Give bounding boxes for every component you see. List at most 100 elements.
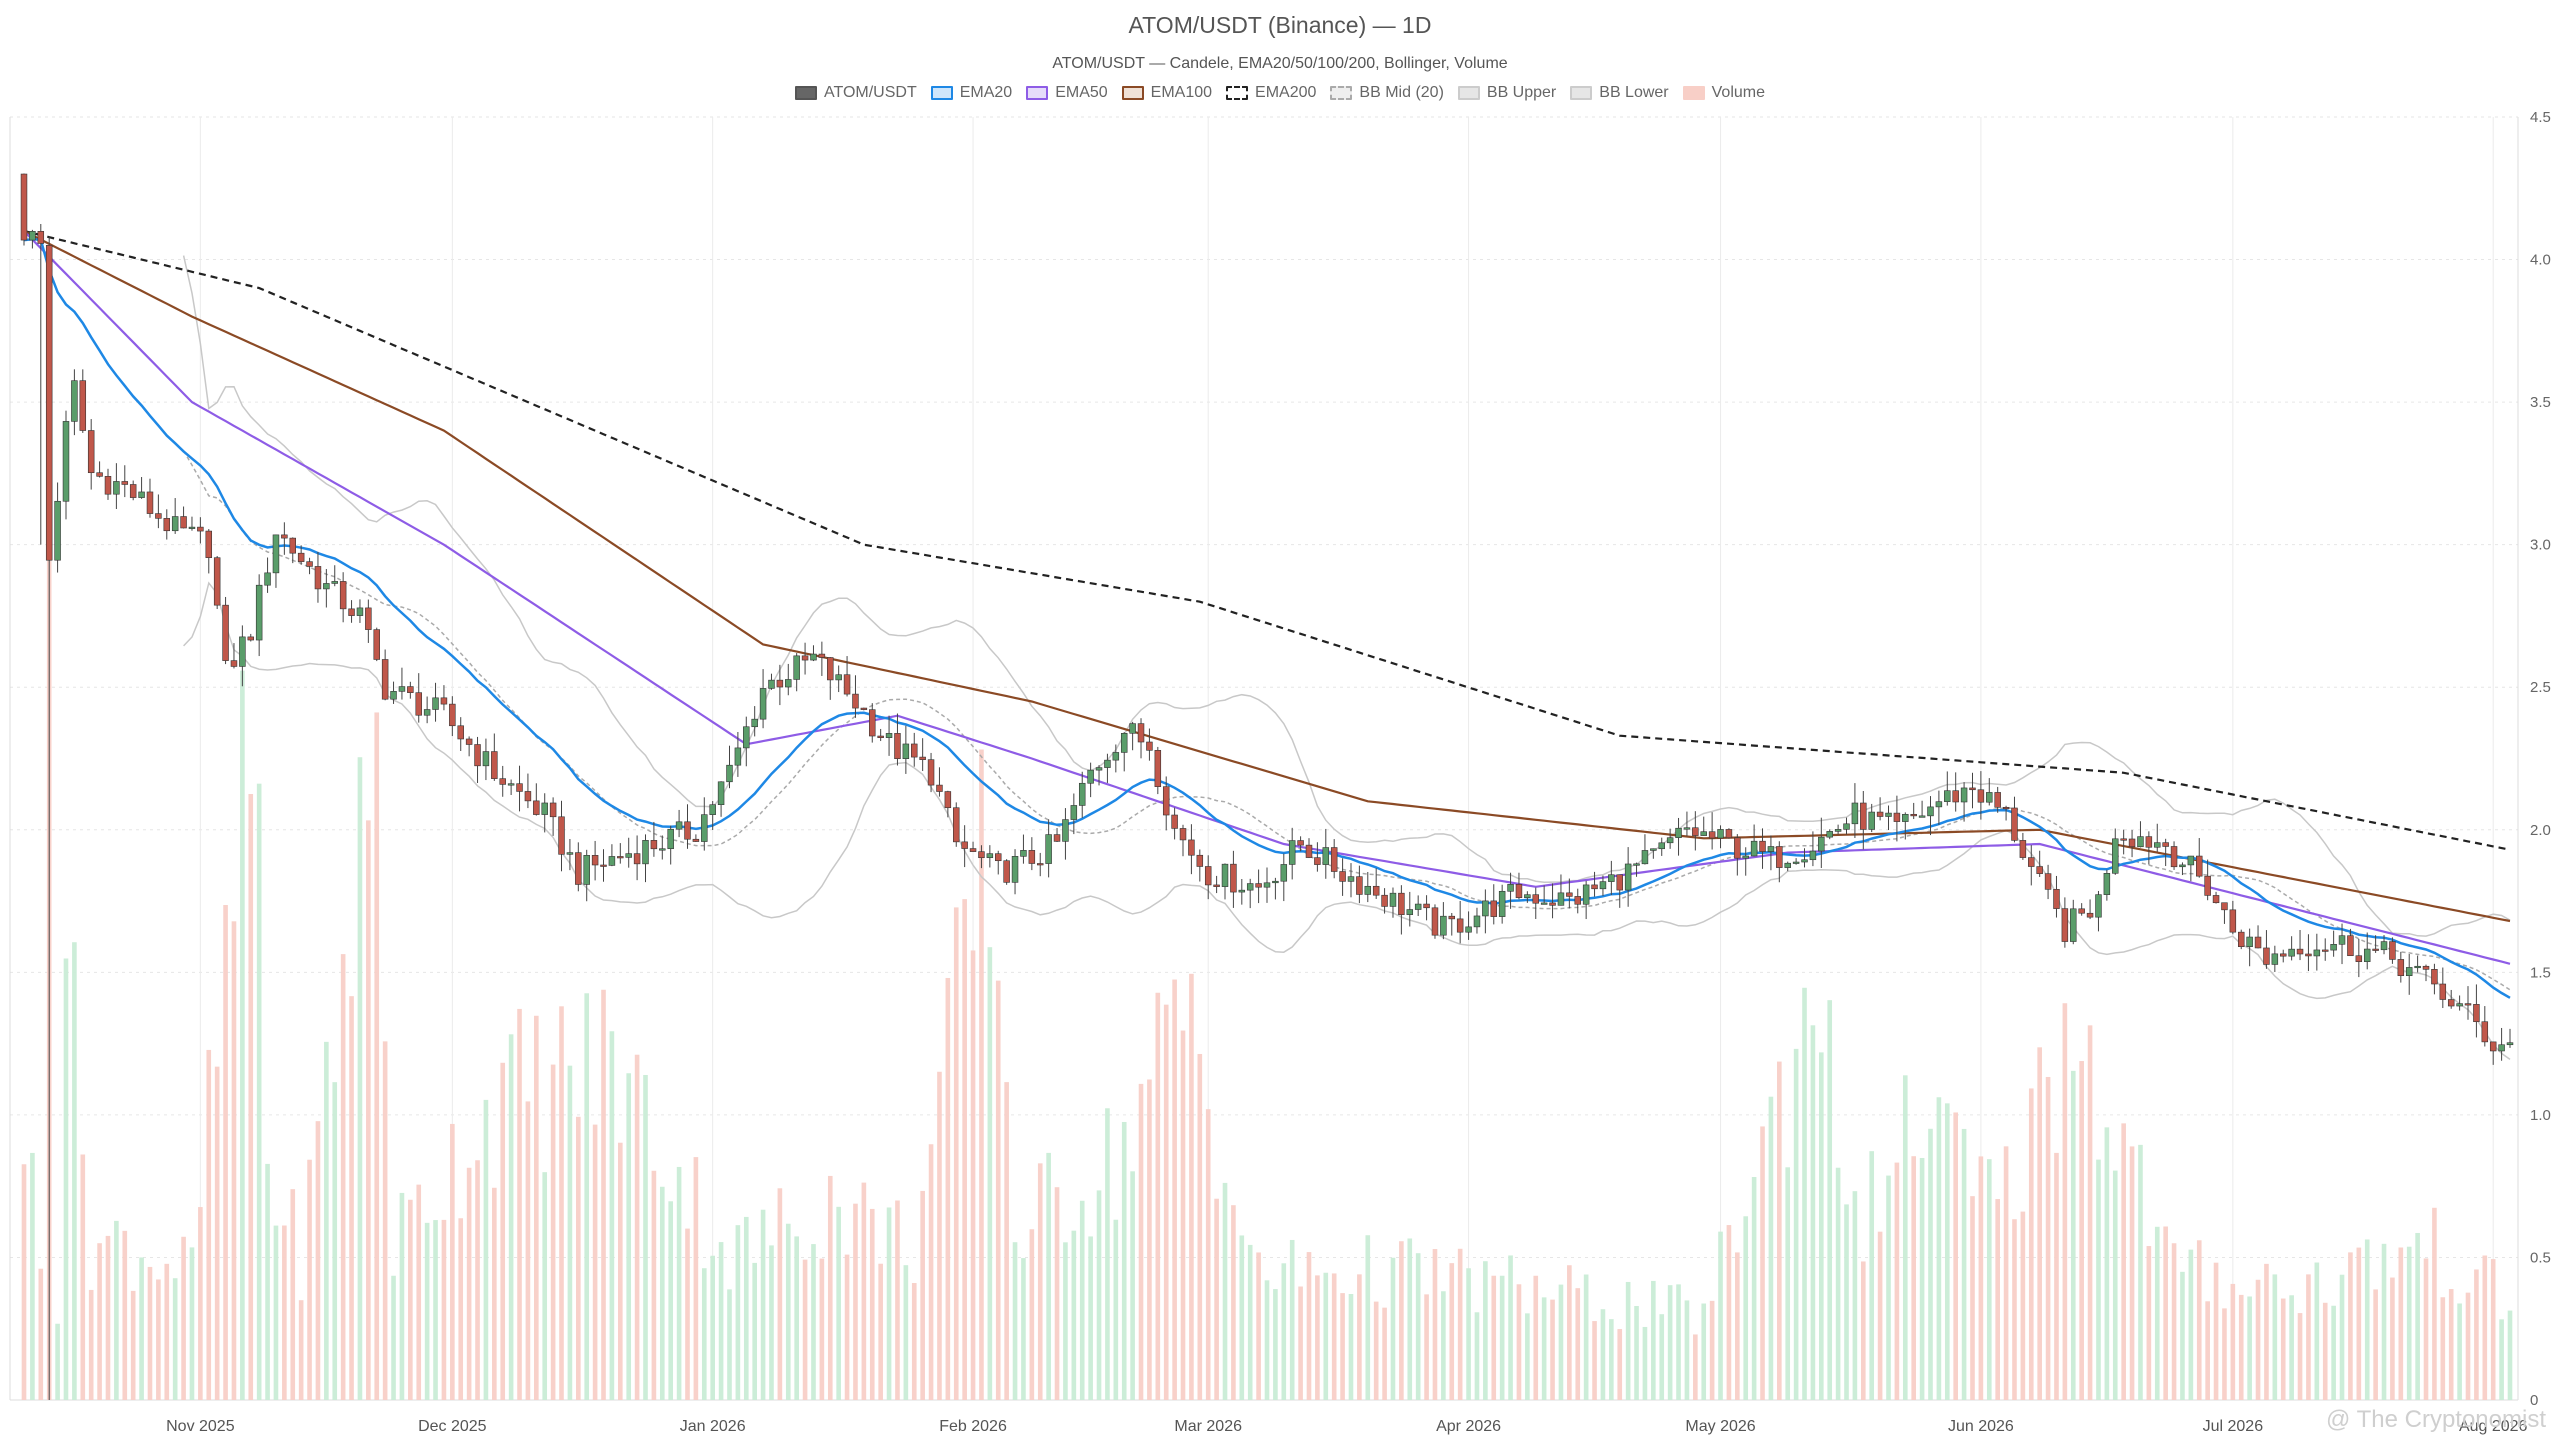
x-tick-label: Jun 2026: [1948, 1418, 2014, 1435]
candle-body: [1414, 903, 1422, 910]
candle-body: [1826, 831, 1833, 838]
candle-body: [2355, 955, 2363, 962]
candle-body: [1843, 823, 1850, 830]
volume-bar: [869, 1208, 875, 1400]
volume-bar: [2087, 1025, 2093, 1400]
candle-body: [785, 679, 792, 688]
volume-bar: [2440, 1297, 2446, 1400]
volume-bar: [2138, 1144, 2143, 1400]
candle-body: [726, 764, 733, 783]
volume-bar: [576, 1116, 581, 1400]
volume-bar: [256, 783, 262, 1400]
volume-bar: [2171, 1243, 2177, 1400]
volume-bar: [399, 1192, 405, 1400]
volume-bar: [928, 1144, 934, 1400]
candle-body: [1221, 863, 1229, 887]
volume-bar: [937, 1071, 942, 1400]
candle-body: [465, 738, 473, 745]
legend-item[interactable]: EMA100: [1121, 84, 1213, 102]
candle-body: [1389, 892, 1397, 907]
volume-bar: [1306, 1252, 1312, 1400]
volume-bar: [1860, 1261, 1866, 1400]
candle-body: [575, 852, 582, 885]
legend-item[interactable]: Volume: [1682, 84, 1765, 102]
candle-body: [1162, 786, 1170, 816]
volume-bar: [802, 1259, 808, 1400]
legend-item[interactable]: BB Upper: [1457, 84, 1556, 102]
candle-body: [1137, 723, 1145, 743]
volume-bar: [1281, 1263, 1287, 1400]
candle-body: [818, 653, 826, 658]
volume-bar: [2398, 1247, 2404, 1400]
volume-bar: [1600, 1309, 1606, 1400]
volume-bar: [760, 1209, 766, 1400]
volume-bar: [466, 1167, 472, 1400]
candle-body: [20, 173, 28, 241]
candle-body: [633, 853, 641, 865]
candle-body: [2372, 948, 2379, 951]
candle-body: [180, 516, 187, 529]
candle-body: [1944, 790, 1951, 802]
candle-body: [1179, 828, 1187, 841]
candle-body: [1356, 876, 1363, 895]
volume-bar: [1466, 1268, 1471, 1400]
volume-bar: [164, 1263, 170, 1400]
candle-body: [1708, 831, 1716, 839]
volume-bar: [206, 1049, 212, 1400]
candle-body: [1297, 840, 1304, 846]
candle-body: [264, 572, 271, 586]
candle-body: [1498, 890, 1506, 917]
candle-body: [1398, 892, 1405, 915]
candle-body: [1910, 813, 1917, 817]
volume-bar: [617, 1142, 623, 1400]
legend-item[interactable]: EMA20: [930, 84, 1012, 102]
candle-body: [2196, 855, 2203, 877]
volume-bar: [1323, 1272, 1329, 1400]
volume-bar: [2406, 1246, 2412, 1400]
candle-body: [1868, 811, 1875, 830]
candle-body: [1969, 787, 1976, 791]
candle-body: [2103, 873, 2111, 895]
volume-bar: [1214, 1198, 1219, 1400]
candle-body: [2154, 842, 2161, 848]
legend-item[interactable]: ATOM/USDT: [794, 84, 917, 102]
volume-bar: [1777, 1061, 1782, 1400]
volume-bar: [1012, 1242, 1018, 1400]
candle-body: [1188, 839, 1195, 856]
y-tick-label: 4.0: [2530, 252, 2551, 269]
candle-body: [289, 537, 296, 554]
volume-bar: [424, 1222, 430, 1400]
volume-bar: [55, 1323, 60, 1400]
candle-body: [1986, 792, 1993, 803]
volume-bar: [1617, 1329, 1623, 1400]
volume-bar: [1911, 1156, 1917, 1400]
volume-bar: [827, 1175, 833, 1400]
volume-bar: [1390, 1257, 1396, 1400]
legend-item[interactable]: EMA200: [1226, 84, 1316, 102]
legend-label: ATOM/USDT: [823, 84, 917, 101]
candle-body: [2405, 967, 2413, 977]
candle-body: [2506, 1042, 2514, 1046]
volume-bar: [2314, 1262, 2320, 1400]
volume-bar: [290, 1189, 296, 1400]
candle-body: [911, 743, 918, 758]
candle-body: [1927, 806, 1934, 817]
legend-label: EMA100: [1150, 84, 1213, 101]
volume-bar: [1415, 1253, 1421, 1400]
candle-body: [314, 566, 322, 590]
legend-item[interactable]: EMA50: [1026, 84, 1108, 102]
volume-bar: [2054, 1152, 2059, 1400]
volume-bar: [1121, 1121, 1127, 1400]
volume-bar: [391, 1275, 396, 1400]
candle-body: [306, 561, 313, 567]
volume-bar: [72, 942, 77, 1400]
legend-item[interactable]: BB Lower: [1570, 84, 1669, 102]
volume-bar: [1029, 1229, 1035, 1400]
candle-body: [499, 778, 506, 785]
volume-bar: [559, 1006, 564, 1400]
volume-bar: [1819, 1052, 1824, 1400]
volume-bar: [1533, 1275, 1539, 1400]
legend-item[interactable]: BB Mid (20): [1330, 84, 1444, 102]
volume-bar: [1197, 1053, 1203, 1400]
candle-body: [222, 604, 229, 661]
